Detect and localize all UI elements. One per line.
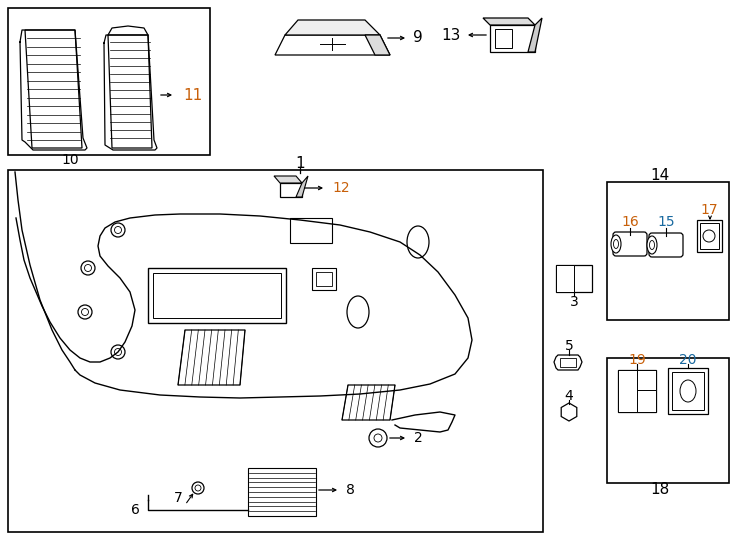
Polygon shape	[483, 18, 535, 25]
Ellipse shape	[650, 240, 655, 249]
Circle shape	[111, 223, 125, 237]
Text: 8: 8	[346, 483, 355, 497]
Circle shape	[78, 305, 92, 319]
Text: 19: 19	[628, 353, 646, 367]
FancyBboxPatch shape	[649, 233, 683, 257]
Bar	[248, 468, 316, 516]
Polygon shape	[342, 385, 395, 420]
Circle shape	[111, 345, 125, 359]
Text: 18: 18	[650, 483, 669, 497]
Text: 12: 12	[332, 181, 349, 195]
Text: 10: 10	[61, 153, 79, 167]
Text: 4: 4	[564, 389, 573, 403]
Text: 11: 11	[183, 87, 203, 103]
Circle shape	[374, 434, 382, 442]
Bar	[148, 268, 286, 323]
Circle shape	[703, 230, 715, 242]
Text: 17: 17	[700, 203, 718, 217]
Ellipse shape	[611, 235, 621, 253]
Ellipse shape	[407, 226, 429, 258]
Text: 7: 7	[174, 491, 182, 505]
Bar	[618, 370, 637, 412]
Bar	[312, 268, 336, 290]
Text: 16: 16	[621, 215, 639, 229]
Polygon shape	[178, 330, 245, 385]
Text: 6: 6	[131, 503, 140, 517]
Text: 14: 14	[650, 168, 669, 184]
Bar	[560, 358, 576, 367]
Bar	[607, 358, 729, 483]
Bar	[153, 273, 281, 318]
Polygon shape	[490, 25, 535, 52]
Circle shape	[192, 482, 204, 494]
Text: 1: 1	[295, 156, 305, 171]
Bar	[495, 29, 512, 48]
Polygon shape	[108, 35, 152, 148]
Polygon shape	[274, 176, 302, 183]
Text: 5: 5	[564, 339, 573, 353]
Bar	[618, 370, 656, 390]
Bar	[700, 223, 719, 249]
Bar	[697, 220, 722, 252]
FancyBboxPatch shape	[613, 232, 647, 256]
Ellipse shape	[614, 240, 619, 248]
Polygon shape	[554, 355, 582, 370]
Text: 15: 15	[657, 215, 675, 229]
Polygon shape	[285, 20, 380, 35]
Bar	[8, 8, 210, 155]
Text: 3: 3	[570, 295, 578, 309]
Circle shape	[115, 348, 122, 355]
Polygon shape	[556, 265, 592, 292]
Circle shape	[114, 138, 122, 146]
Bar	[8, 170, 543, 532]
Polygon shape	[296, 176, 308, 197]
Polygon shape	[25, 30, 82, 148]
Ellipse shape	[647, 236, 657, 254]
Ellipse shape	[680, 380, 696, 402]
Circle shape	[81, 261, 95, 275]
Bar	[618, 370, 656, 412]
Text: 9: 9	[413, 30, 423, 45]
Bar	[290, 218, 332, 243]
Circle shape	[115, 226, 122, 233]
Text: 13: 13	[442, 28, 461, 43]
Bar	[672, 372, 704, 410]
Bar	[607, 182, 729, 320]
Polygon shape	[280, 183, 302, 197]
Circle shape	[81, 308, 89, 315]
Ellipse shape	[347, 296, 369, 328]
Circle shape	[369, 429, 387, 447]
Bar	[316, 272, 332, 286]
Text: 2: 2	[414, 431, 423, 445]
Bar	[556, 265, 574, 292]
Polygon shape	[275, 35, 390, 55]
Circle shape	[195, 485, 201, 491]
Bar	[618, 390, 656, 412]
Bar	[668, 368, 708, 414]
Polygon shape	[528, 18, 542, 52]
Text: 20: 20	[679, 353, 697, 367]
Polygon shape	[365, 35, 390, 55]
Circle shape	[136, 138, 144, 146]
Circle shape	[84, 265, 92, 272]
